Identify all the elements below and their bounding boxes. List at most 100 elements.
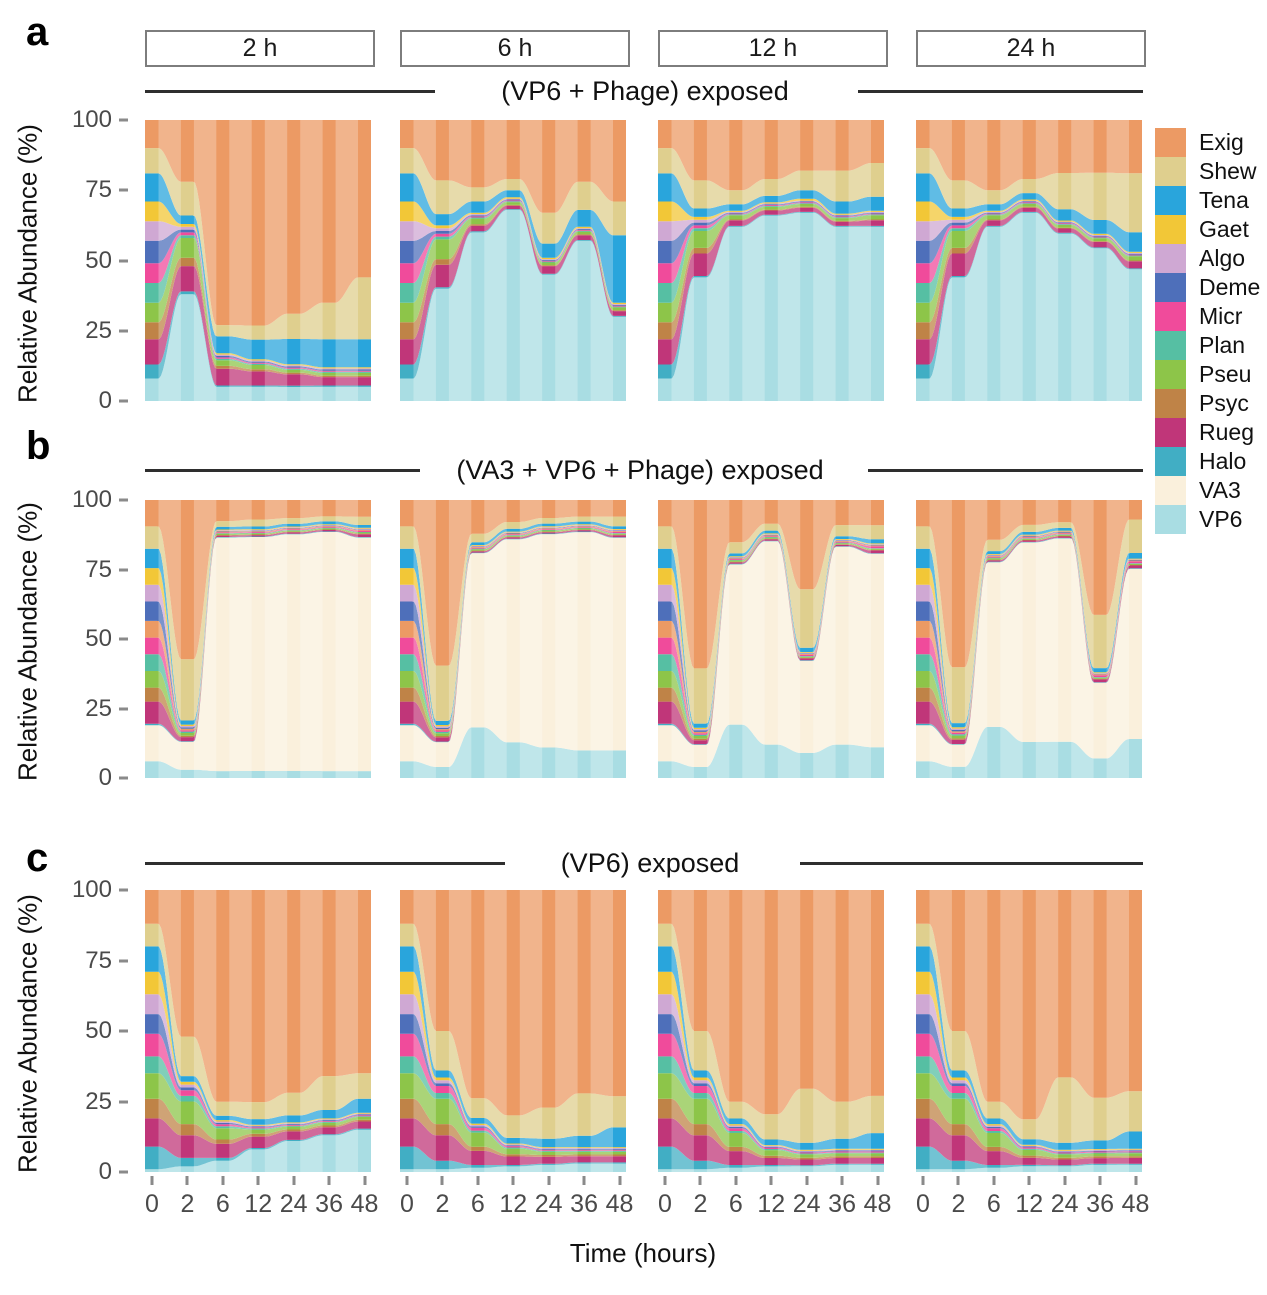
flow-lighten-overlay	[706, 500, 730, 778]
x-tick-mark	[769, 1176, 773, 1185]
area-layer-vp6	[916, 212, 1142, 401]
y-tick-mark	[119, 1100, 128, 1103]
y-tick-label: 25	[85, 694, 112, 722]
legend-swatch-gaet	[1155, 215, 1186, 244]
legend-swatch-exig	[1155, 128, 1186, 157]
area-layer-va3	[400, 532, 626, 767]
area-layer-psyc	[916, 1098, 1142, 1160]
x-axis-label: Time (hours)	[569, 1238, 717, 1268]
legend-label: Psyc	[1199, 390, 1249, 416]
area-layer-tena	[916, 527, 1142, 728]
flow-lighten-overlay	[229, 120, 252, 401]
x-tick-mark	[363, 1176, 366, 1185]
flow-lighten-overlay	[742, 120, 765, 401]
area-layer-micr	[916, 202, 1142, 283]
x-tick-mark	[1134, 1176, 1137, 1185]
area-layer-shew	[400, 923, 626, 1139]
area-layer-psyc	[145, 1098, 371, 1144]
x-tick-mark	[221, 1176, 225, 1185]
panel-letter-c: c	[26, 836, 49, 880]
x-tick-label: 48	[350, 1190, 379, 1218]
y-tick-label: 100	[71, 106, 112, 133]
legend-item-vp6: VP6	[1155, 505, 1260, 534]
column-header-24h: 24 h	[916, 30, 1146, 67]
strip-title-b: (VA3 + VP6 + Phage) exposed	[456, 455, 824, 485]
column-header-2h: 2 h	[145, 30, 375, 67]
column-header-6h: 6 h	[400, 30, 630, 67]
y-tick-mark	[119, 637, 128, 641]
flow-lighten-overlay	[335, 120, 358, 401]
area-layer-rueg	[916, 536, 1142, 744]
area-layer-exig	[916, 500, 1142, 668]
area-layer-shew	[145, 148, 371, 340]
x-tick-label: 24	[534, 1190, 563, 1218]
y-axis-label-b: Relative Abundance (%)	[12, 502, 43, 781]
legend-swatch-algo	[1155, 244, 1186, 273]
panel-a-24h	[916, 120, 1142, 401]
area-layer-micr	[400, 1033, 626, 1151]
x-tick-label: 12	[244, 1190, 273, 1218]
flow-lighten-overlay	[413, 500, 436, 778]
strip-rule-a-left	[145, 90, 435, 93]
flow-lighten-overlay	[519, 500, 543, 778]
x-tick-label: 2	[435, 1190, 450, 1218]
area-layer-halo	[145, 1128, 371, 1170]
area-layer-exig	[658, 500, 884, 669]
x-tick-label: 12	[757, 1190, 786, 1218]
x-tick-mark	[876, 1176, 879, 1185]
area-layer-rueg	[658, 207, 884, 365]
y-tick-mark	[119, 188, 128, 192]
legend-swatch-deme	[1155, 273, 1186, 302]
area-layer-rueg	[658, 539, 884, 745]
legend-swatch-rueg	[1155, 418, 1186, 447]
x-tick-label: 48	[605, 1190, 634, 1218]
flow-lighten-overlay	[264, 120, 288, 401]
flow-lighten-overlay	[448, 890, 472, 1172]
y-tick-label: 0	[98, 764, 112, 791]
area-layer-psyc	[658, 1098, 884, 1160]
x-tick-mark	[292, 1176, 296, 1185]
legend-item-rueg: Rueg	[1155, 418, 1260, 447]
flow-lighten-overlay	[671, 120, 694, 401]
legend-label: Gaet	[1199, 216, 1249, 242]
area-layer-deme	[916, 1014, 1142, 1153]
flow-lighten-overlay	[1106, 890, 1129, 1172]
x-tick-label: 6	[470, 1190, 485, 1218]
panel-b-6h	[400, 500, 626, 778]
area-layer-exig	[916, 120, 1142, 191]
legend-label: Shew	[1199, 158, 1257, 184]
flow-lighten-overlay	[448, 120, 472, 401]
legend-item-micr: Micr	[1155, 302, 1260, 331]
flow-lighten-overlay	[555, 120, 578, 401]
y-axis-label-a: Relative Abundance (%)	[12, 124, 43, 403]
flow-lighten-overlay	[590, 500, 613, 778]
area-layer-exig	[658, 890, 884, 1115]
flow-lighten-overlay	[964, 500, 988, 778]
area-layer-deme	[145, 1014, 371, 1128]
flow-lighten-overlay	[1106, 120, 1129, 401]
flow-lighten-overlay	[671, 890, 694, 1172]
x-tick-label: 12	[1015, 1190, 1044, 1218]
area-layer-pseu	[916, 1073, 1142, 1158]
flow-lighten-overlay	[706, 120, 730, 401]
x-tick-label: 36	[315, 1190, 343, 1218]
flow-lighten-overlay	[264, 890, 288, 1172]
flow-lighten-overlay	[671, 500, 694, 778]
area-layer-vp6	[145, 1129, 371, 1172]
area-layer-shew	[400, 516, 626, 721]
flow-lighten-overlay	[519, 890, 543, 1172]
area-layer-shew	[658, 148, 884, 209]
flow-lighten-overlay	[1106, 500, 1129, 778]
flow-lighten-overlay	[742, 500, 765, 778]
x-tick-label: 0	[916, 1190, 930, 1218]
panel-a-12h	[658, 120, 884, 401]
area-layer-tena	[658, 530, 884, 728]
flow-lighten-overlay	[229, 890, 252, 1172]
flow-lighten-overlay	[300, 500, 323, 778]
flow-lighten-overlay	[300, 890, 323, 1172]
flow-lighten-overlay	[484, 120, 507, 401]
x-tick-mark	[327, 1176, 331, 1185]
legend-item-exig: Exig	[1155, 128, 1260, 157]
y-tick-label: 100	[71, 876, 112, 903]
legend-label: Exig	[1199, 129, 1244, 155]
